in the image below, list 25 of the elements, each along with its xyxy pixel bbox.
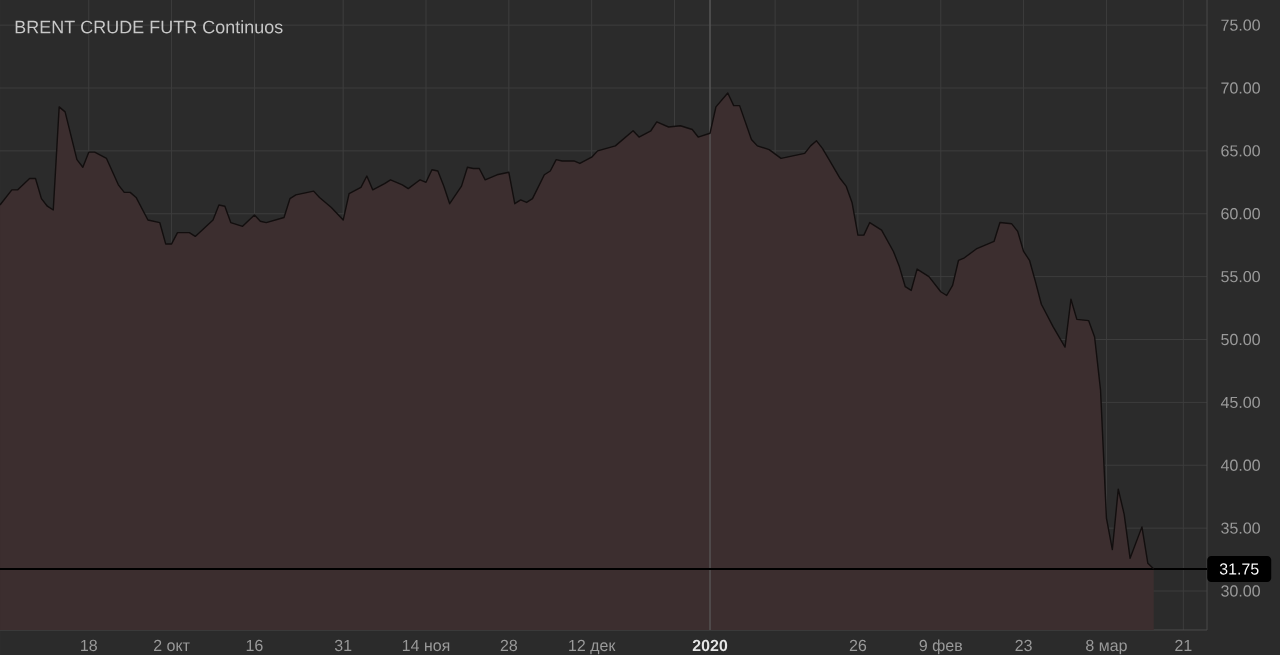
y-tick-label: 70.00 xyxy=(1221,82,1260,94)
x-tick-label: 31 xyxy=(334,639,352,652)
x-tick-label: 14 ноя xyxy=(402,639,450,652)
y-tick-label: 75.00 xyxy=(1221,19,1260,31)
y-tick-label: 60.00 xyxy=(1221,208,1260,220)
x-tick-label: 2 окт xyxy=(154,639,190,652)
ref-line-label: 31.75 xyxy=(1219,563,1259,575)
x-tick-label: 18 xyxy=(81,639,97,652)
y-tick-label: 50.00 xyxy=(1221,333,1260,346)
x-tick-label: 2020 xyxy=(692,639,728,652)
x-tick-label: 26 xyxy=(849,639,867,652)
text: BRENT CRUDE FUTR Continuos xyxy=(15,20,283,34)
y-tick-label: 30.00 xyxy=(1221,585,1260,597)
x-tick-label: 21 xyxy=(1175,639,1192,651)
x-tick-label: 23 xyxy=(1015,639,1032,652)
y-tick-label: 40.00 xyxy=(1220,459,1260,471)
x-tick-label: 8 мар xyxy=(1086,639,1127,655)
x-tick-label: 16 xyxy=(246,639,263,652)
y-tick-label: 55.00 xyxy=(1221,270,1260,283)
x-tick-label: 28 xyxy=(500,639,518,652)
y-tick-label: 65.00 xyxy=(1221,145,1260,157)
x-tick-label: 9 фев xyxy=(919,639,963,655)
y-tick-label: 45.00 xyxy=(1220,396,1260,409)
y-tick-label: 35.00 xyxy=(1221,522,1260,534)
x-tick-label: 12 дек xyxy=(569,639,616,655)
